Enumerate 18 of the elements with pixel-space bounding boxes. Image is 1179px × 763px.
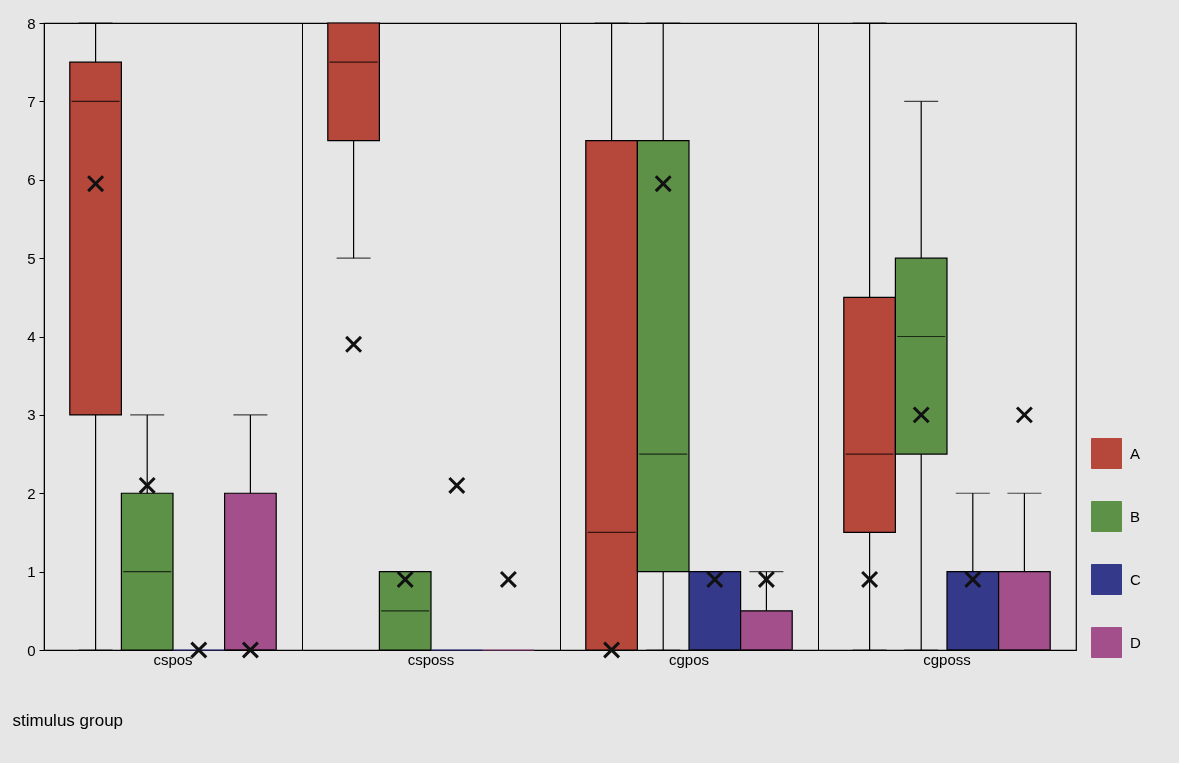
x-axis-title: stimulus group [12,710,124,730]
y-tick-label: 7 [27,92,36,110]
y-tick-label: 1 [27,563,36,581]
x-tick-label: cgpos [668,650,710,668]
y-tick-label: 8 [27,14,36,32]
legend-label: C [1130,570,1141,588]
y-tick-label: 5 [27,249,36,267]
legend-label: B [1130,507,1141,525]
legend-label: A [1130,444,1141,462]
y-tick-label: 0 [27,641,36,659]
y-tick-label: 3 [27,406,36,424]
x-tick-label: cgposs [923,650,971,668]
y-tick-label: 2 [27,484,36,502]
x-tick-label: cspos [153,650,193,668]
y-tick-label: 4 [27,328,36,345]
x-tick-label: csposs [407,650,455,668]
y-tick-label: 6 [27,171,36,189]
legend-label: D [1130,633,1141,651]
